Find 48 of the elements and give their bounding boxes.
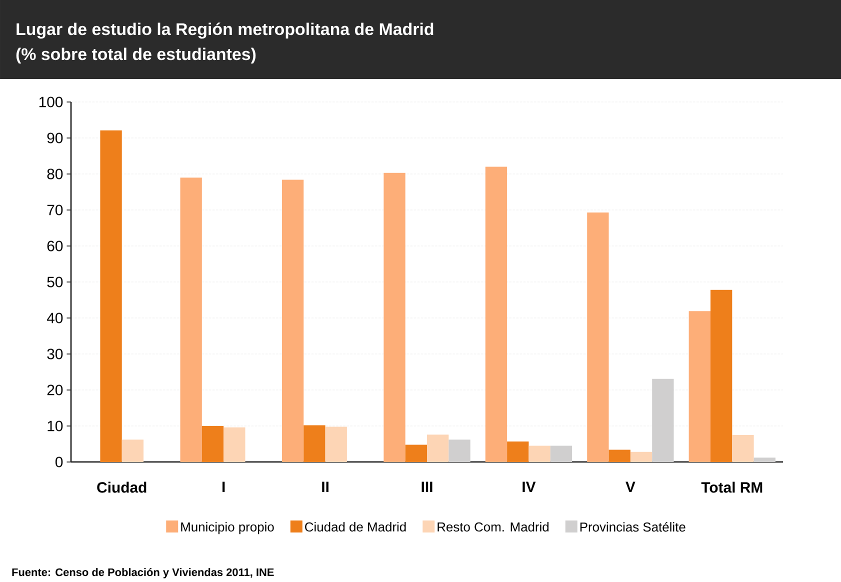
- legend-label: Municipio propio: [181, 522, 274, 534]
- x-tick-label: V: [626, 482, 636, 492]
- bar: [427, 434, 449, 462]
- bar: [180, 178, 202, 462]
- bar: [587, 212, 609, 462]
- bar: [485, 166, 508, 462]
- y-tick-label: 80: [47, 168, 63, 180]
- bar: [732, 434, 754, 462]
- y-tick-label: 0: [56, 456, 63, 468]
- y-tick-label: 40: [46, 312, 63, 324]
- chart-title: Lugar de estudio la Región metropolitana de Madrid: [16, 22, 434, 39]
- source-note: Fuente: Censo de Población y Viviendas 2011, INE: [12, 568, 274, 578]
- y-tick-label: 100: [39, 96, 63, 108]
- bar: [550, 446, 572, 462]
- x-tick-label: Ciudad: [97, 482, 146, 493]
- x-tick-label: Total RM: [701, 482, 762, 493]
- bar: [325, 426, 347, 462]
- y-tick-label: 50: [47, 276, 63, 288]
- x-tick-label: IV: [522, 482, 536, 492]
- y-tick-label: 70: [47, 204, 63, 216]
- legend-label: Provincias Satélite: [580, 522, 686, 532]
- bar: [100, 130, 122, 462]
- bar: [304, 425, 326, 462]
- bar: [710, 290, 732, 462]
- bar: [608, 450, 630, 462]
- y-tick-label: 20: [47, 384, 63, 396]
- y-tick-label: 30: [47, 348, 63, 360]
- bar: [282, 180, 304, 462]
- bar: [630, 452, 652, 462]
- bar: [754, 458, 776, 462]
- bar: [122, 440, 144, 462]
- chart-subtitle: (% sobre total de estudiantes): [16, 48, 256, 64]
- legend-label: Resto Com. Madrid: [438, 522, 549, 532]
- bar: [507, 441, 529, 462]
- bar: [528, 446, 550, 462]
- y-tick-label: 90: [47, 132, 63, 144]
- bar: [224, 427, 246, 462]
- y-tick-label: 60: [47, 240, 63, 252]
- bar: [405, 444, 428, 462]
- bar: [384, 172, 406, 462]
- y-tick-label: 10: [48, 420, 63, 432]
- x-tick-label: I: [222, 482, 225, 492]
- bar: [202, 426, 224, 462]
- bar: [448, 440, 470, 462]
- legend-label: Ciudad de Madrid: [305, 522, 406, 532]
- x-tick-label: II: [322, 482, 328, 492]
- x-tick-label: III: [422, 482, 432, 492]
- bar: [688, 311, 710, 462]
